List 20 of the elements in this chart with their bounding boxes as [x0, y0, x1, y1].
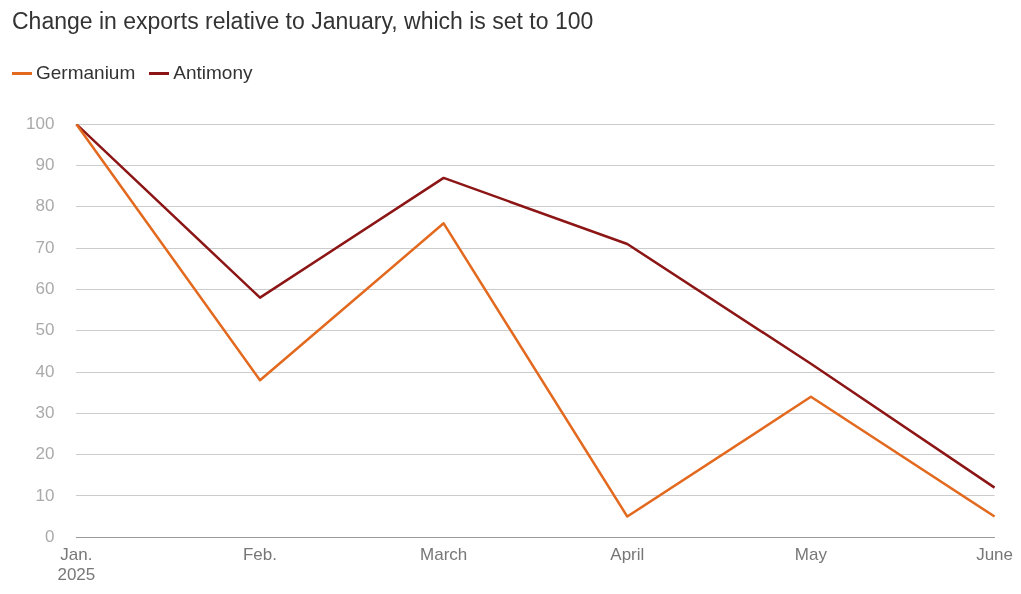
y-tick-label: 30 — [35, 402, 55, 422]
y-tick-label: 70 — [35, 237, 55, 257]
legend-label: Antimony — [173, 62, 253, 84]
y-tick-label: 20 — [35, 444, 55, 464]
y-tick-label: 80 — [35, 196, 55, 216]
y-tick-label: 10 — [35, 485, 55, 505]
y-tick-label: 90 — [35, 155, 55, 175]
y-tick-label: 0 — [44, 526, 55, 546]
x-tick-label: Feb. — [242, 545, 278, 565]
y-tick-label: 50 — [35, 320, 55, 340]
y-tick-label: 40 — [35, 361, 55, 381]
x-tick-label: April — [610, 545, 645, 565]
x-tick-label: Jan. 2025 — [57, 545, 96, 585]
chart-title: Change in exports relative to January, which is set to 100 — [12, 8, 594, 35]
legend-label: Germanium — [36, 62, 136, 84]
x-tick-label: May — [794, 545, 828, 565]
y-tick-label: 60 — [35, 279, 55, 299]
y-tick-label: 100 — [25, 113, 55, 133]
x-tick-label: March — [420, 545, 468, 565]
x-tick-label: June — [976, 545, 1014, 565]
